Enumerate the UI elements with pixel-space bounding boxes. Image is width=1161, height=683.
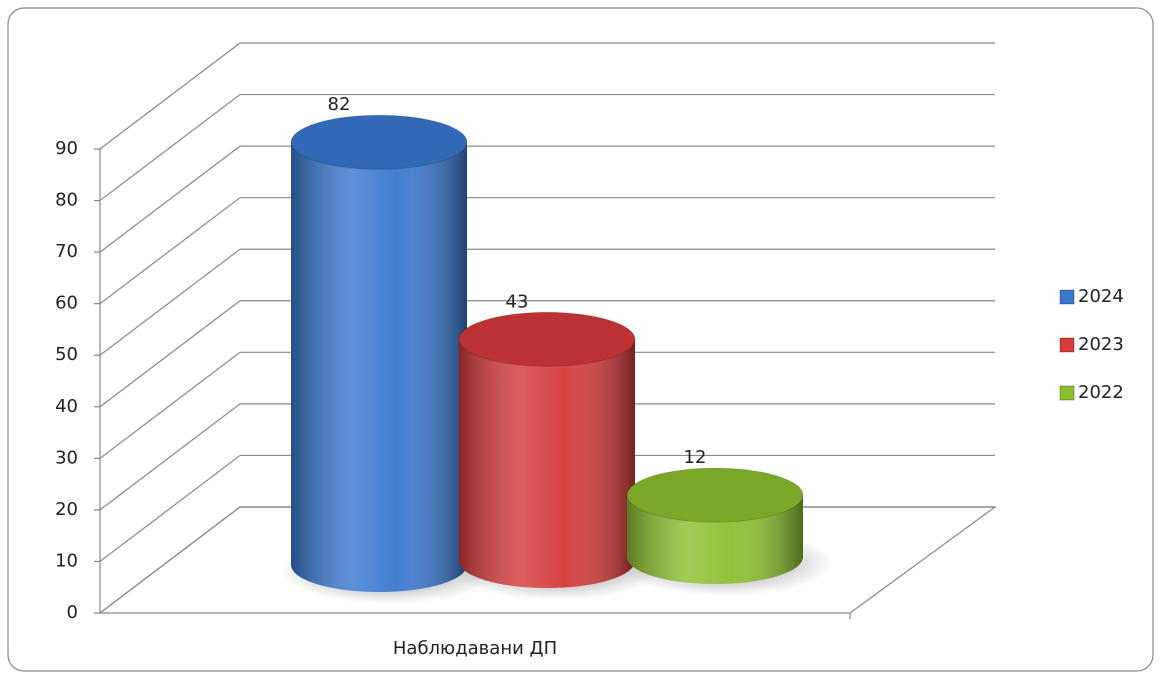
- y-tick-label: 50: [55, 344, 78, 365]
- y-tick-label: 0: [67, 602, 78, 623]
- y-tick-label: 60: [55, 293, 78, 314]
- value-label: 12: [684, 447, 707, 468]
- grid-line: [99, 403, 241, 511]
- x-tick-label: Наблюдавани ДП: [393, 638, 557, 659]
- y-tick-label: 90: [55, 138, 78, 159]
- legend-swatch: [1059, 289, 1075, 305]
- grid-line: [99, 300, 241, 408]
- grid-line: [99, 454, 241, 562]
- bar-top-shade: [291, 115, 467, 170]
- bar-shade: [291, 142, 467, 592]
- grid-line: [99, 197, 241, 305]
- bar-top: [290, 114, 468, 170]
- legend-swatch: [1059, 385, 1075, 401]
- y-tick-label: 20: [55, 499, 78, 520]
- y-tick-label: 40: [55, 396, 78, 417]
- y-tick-label: 30: [55, 447, 78, 468]
- grid-line: [99, 94, 241, 202]
- bar-top: [626, 467, 804, 523]
- y-tick-label: 70: [55, 241, 78, 262]
- grid-line: [99, 42, 241, 150]
- grid-line: [99, 351, 241, 459]
- grid-line: [99, 506, 241, 614]
- bar-top-shade: [459, 312, 635, 367]
- value-label: 43: [506, 291, 529, 312]
- bar-shade: [459, 339, 635, 588]
- y-tick-label: 80: [55, 190, 78, 211]
- legend-swatch: [1059, 337, 1075, 353]
- legend-label: 2024: [1078, 286, 1124, 307]
- grid-line: [99, 248, 241, 356]
- y-tick-label: 10: [55, 550, 78, 571]
- value-label: 82: [328, 94, 351, 115]
- legend-label: 2022: [1078, 382, 1124, 403]
- legend-label: 2023: [1078, 334, 1124, 355]
- bar-top-shade: [627, 468, 803, 523]
- grid-line: [99, 145, 241, 253]
- bar-top: [458, 311, 636, 367]
